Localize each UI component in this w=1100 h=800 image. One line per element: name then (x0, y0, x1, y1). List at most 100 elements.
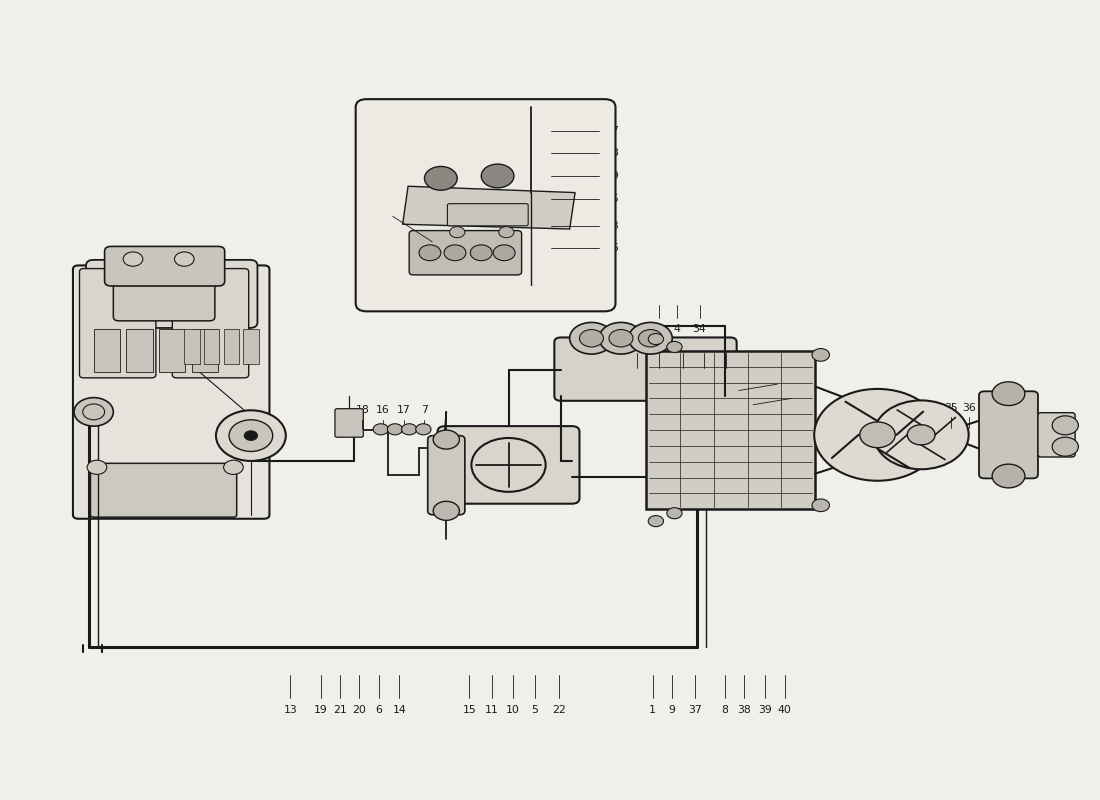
Circle shape (223, 460, 243, 474)
Text: 5: 5 (531, 706, 538, 715)
FancyBboxPatch shape (104, 246, 224, 286)
Circle shape (433, 430, 460, 449)
Circle shape (444, 245, 466, 261)
Text: 25: 25 (606, 194, 619, 204)
FancyBboxPatch shape (73, 266, 270, 518)
Text: 29: 29 (606, 171, 619, 181)
Text: 34: 34 (693, 324, 706, 334)
FancyBboxPatch shape (90, 463, 236, 517)
Circle shape (433, 502, 460, 520)
FancyBboxPatch shape (355, 99, 616, 311)
FancyBboxPatch shape (554, 338, 737, 401)
Circle shape (570, 322, 614, 354)
Text: 15: 15 (462, 706, 476, 715)
Circle shape (814, 389, 940, 481)
FancyBboxPatch shape (185, 329, 199, 364)
Circle shape (860, 422, 895, 448)
Circle shape (416, 424, 431, 435)
Text: 9: 9 (669, 706, 675, 715)
Text: 14: 14 (393, 706, 406, 715)
Circle shape (437, 466, 454, 479)
Circle shape (908, 425, 935, 445)
FancyBboxPatch shape (223, 329, 239, 364)
Text: 22: 22 (552, 706, 565, 715)
Circle shape (628, 322, 672, 354)
FancyBboxPatch shape (113, 266, 214, 321)
Text: 33: 33 (676, 338, 690, 347)
Circle shape (638, 330, 662, 347)
FancyBboxPatch shape (94, 329, 120, 372)
Text: 19: 19 (314, 706, 328, 715)
FancyBboxPatch shape (428, 436, 465, 514)
Circle shape (580, 330, 604, 347)
Text: 10: 10 (506, 706, 520, 715)
Circle shape (992, 382, 1025, 406)
Circle shape (425, 166, 458, 190)
Text: 16: 16 (376, 405, 389, 414)
Text: 39: 39 (758, 706, 772, 715)
Circle shape (812, 499, 829, 512)
Text: 2: 2 (656, 324, 662, 334)
Circle shape (402, 424, 417, 435)
FancyBboxPatch shape (1038, 413, 1075, 457)
Text: 11: 11 (485, 706, 499, 715)
Circle shape (992, 464, 1025, 488)
FancyBboxPatch shape (334, 409, 363, 438)
Text: 4: 4 (673, 324, 680, 334)
Text: 24: 24 (375, 211, 388, 222)
Text: 37: 37 (689, 706, 702, 715)
Text: 38: 38 (737, 706, 751, 715)
Circle shape (373, 424, 388, 435)
Circle shape (481, 164, 514, 188)
Circle shape (387, 424, 403, 435)
Polygon shape (403, 186, 575, 229)
Circle shape (74, 398, 113, 426)
Text: 23: 23 (606, 221, 619, 231)
FancyBboxPatch shape (126, 329, 153, 372)
Circle shape (498, 226, 514, 238)
FancyBboxPatch shape (86, 260, 257, 328)
Circle shape (667, 342, 682, 353)
FancyBboxPatch shape (448, 204, 528, 226)
Circle shape (812, 349, 829, 362)
Text: 6: 6 (375, 706, 382, 715)
Circle shape (437, 450, 454, 463)
FancyBboxPatch shape (243, 329, 258, 364)
Circle shape (1053, 416, 1078, 435)
Circle shape (873, 400, 969, 470)
Text: 18: 18 (355, 405, 370, 414)
Text: 28: 28 (606, 148, 619, 158)
Circle shape (609, 330, 632, 347)
Circle shape (493, 245, 515, 261)
Text: 26: 26 (606, 243, 619, 253)
Text: 7: 7 (421, 405, 428, 414)
FancyBboxPatch shape (191, 329, 218, 372)
Circle shape (229, 420, 273, 451)
Circle shape (450, 226, 465, 238)
Text: 40: 40 (778, 706, 792, 715)
Circle shape (1053, 438, 1078, 456)
Circle shape (600, 322, 642, 354)
Text: 36: 36 (962, 403, 976, 413)
FancyBboxPatch shape (79, 269, 156, 378)
Circle shape (244, 431, 257, 440)
FancyBboxPatch shape (646, 351, 815, 510)
Text: 1: 1 (649, 706, 656, 715)
Text: 21: 21 (333, 706, 348, 715)
Circle shape (123, 252, 143, 266)
Text: 31: 31 (652, 338, 666, 347)
Text: 12: 12 (630, 338, 645, 347)
Circle shape (667, 508, 682, 518)
Circle shape (216, 410, 286, 461)
Circle shape (648, 515, 663, 526)
FancyBboxPatch shape (204, 329, 219, 364)
Circle shape (419, 245, 441, 261)
Text: 27: 27 (606, 126, 619, 136)
FancyBboxPatch shape (438, 426, 580, 504)
Text: 8: 8 (722, 706, 728, 715)
Text: 35: 35 (944, 403, 957, 413)
Text: 2: 2 (782, 379, 790, 389)
Text: 13: 13 (284, 706, 297, 715)
FancyBboxPatch shape (979, 391, 1038, 478)
FancyBboxPatch shape (409, 230, 521, 275)
